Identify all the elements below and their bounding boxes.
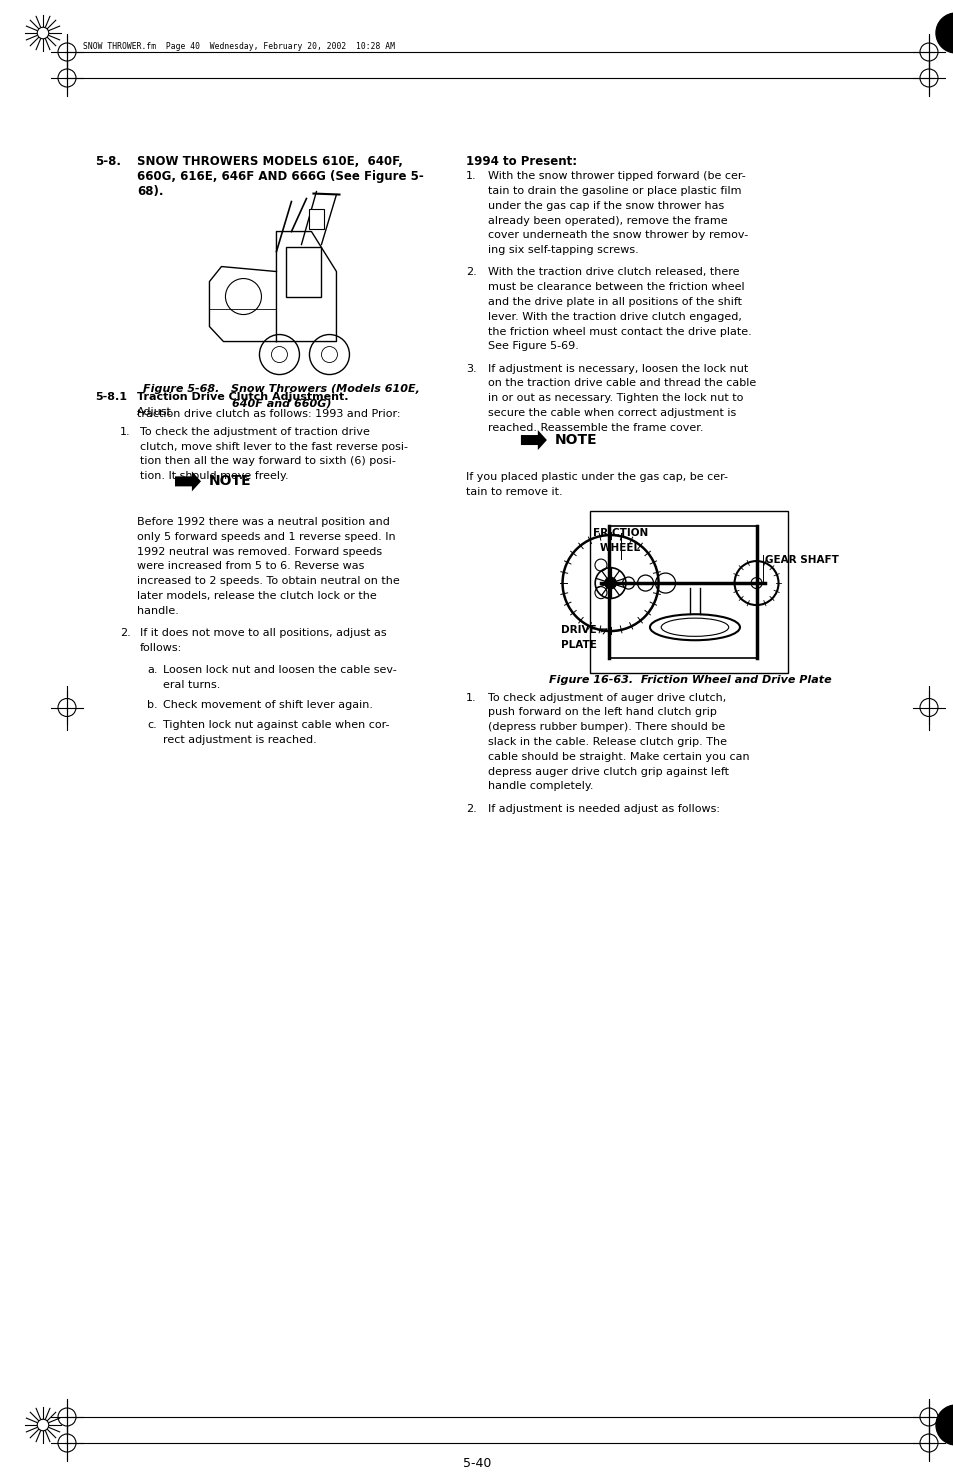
Circle shape xyxy=(37,1419,49,1431)
Text: PLATE: PLATE xyxy=(560,640,596,650)
Text: 68).: 68). xyxy=(137,184,163,198)
Text: WHEEL: WHEEL xyxy=(599,543,640,553)
Text: SNOW THROWERS MODELS 610E,  640F,: SNOW THROWERS MODELS 610E, 640F, xyxy=(137,155,402,168)
Text: Tighten lock nut against cable when cor-: Tighten lock nut against cable when cor- xyxy=(163,720,389,730)
Text: 2.: 2. xyxy=(465,267,476,277)
Text: 1994 to Present:: 1994 to Present: xyxy=(465,155,577,168)
Text: later models, release the clutch lock or the: later models, release the clutch lock or… xyxy=(137,591,376,600)
Text: With the snow thrower tipped forward (be cer-: With the snow thrower tipped forward (be… xyxy=(487,171,745,181)
Text: b.: b. xyxy=(147,699,157,709)
Text: SNOW THROWER.fm  Page 40  Wednesday, February 20, 2002  10:28 AM: SNOW THROWER.fm Page 40 Wednesday, Febru… xyxy=(83,43,395,52)
Text: NOTE: NOTE xyxy=(209,475,252,488)
Polygon shape xyxy=(520,431,546,450)
Text: cover underneath the snow thrower by remov-: cover underneath the snow thrower by rem… xyxy=(487,230,747,240)
Text: 1992 neutral was removed. Forward speeds: 1992 neutral was removed. Forward speeds xyxy=(137,547,382,556)
Text: only 5 forward speeds and 1 reverse speed. In: only 5 forward speeds and 1 reverse spee… xyxy=(137,532,395,541)
Text: c.: c. xyxy=(147,720,156,730)
Circle shape xyxy=(935,13,953,53)
Circle shape xyxy=(604,577,616,589)
Text: To check adjustment of auger drive clutch,: To check adjustment of auger drive clutc… xyxy=(487,693,725,702)
Text: already been operated), remove the frame: already been operated), remove the frame xyxy=(487,215,727,226)
Text: 2.: 2. xyxy=(465,804,476,814)
Text: on the traction drive cable and thread the cable: on the traction drive cable and thread t… xyxy=(487,379,756,388)
Text: tain to remove it.: tain to remove it. xyxy=(465,487,562,497)
Text: Loosen lock nut and loosen the cable sev-: Loosen lock nut and loosen the cable sev… xyxy=(163,665,396,676)
Text: If it does not move to all positions, adjust as: If it does not move to all positions, ad… xyxy=(140,628,386,639)
Text: NOTE: NOTE xyxy=(555,434,597,447)
Text: under the gas cap if the snow thrower has: under the gas cap if the snow thrower ha… xyxy=(487,201,723,211)
Text: 1.: 1. xyxy=(120,426,131,437)
Text: clutch, move shift lever to the fast reverse posi-: clutch, move shift lever to the fast rev… xyxy=(140,441,408,451)
Text: 5-8.1: 5-8.1 xyxy=(95,392,127,403)
FancyBboxPatch shape xyxy=(309,208,324,229)
Text: handle.: handle. xyxy=(137,606,179,617)
Text: FRICTION: FRICTION xyxy=(593,528,647,538)
Polygon shape xyxy=(174,472,201,491)
Text: tion. It should move freely.: tion. It should move freely. xyxy=(140,471,289,481)
Text: ing six self-tapping screws.: ing six self-tapping screws. xyxy=(487,245,638,255)
Text: 660G, 616E, 646F AND 666G (See Figure 5-: 660G, 616E, 646F AND 666G (See Figure 5- xyxy=(137,170,423,183)
Text: Before 1992 there was a neutral position and: Before 1992 there was a neutral position… xyxy=(137,518,390,527)
Text: in or out as necessary. Tighten the lock nut to: in or out as necessary. Tighten the lock… xyxy=(487,394,742,403)
Text: increased to 2 speeds. To obtain neutral on the: increased to 2 speeds. To obtain neutral… xyxy=(137,577,399,586)
Text: handle completely.: handle completely. xyxy=(487,782,593,791)
Text: eral turns.: eral turns. xyxy=(163,680,220,690)
Text: the friction wheel must contact the drive plate.: the friction wheel must contact the driv… xyxy=(487,326,751,336)
Text: 1.: 1. xyxy=(465,171,476,181)
Text: push forward on the left hand clutch grip: push forward on the left hand clutch gri… xyxy=(487,708,716,717)
Text: secure the cable when correct adjustment is: secure the cable when correct adjustment… xyxy=(487,409,736,417)
Circle shape xyxy=(935,1406,953,1446)
Text: 3.: 3. xyxy=(465,364,476,373)
Text: Figure 5-68.   Snow Throwers (Models 610E,: Figure 5-68. Snow Throwers (Models 610E, xyxy=(143,384,419,394)
Text: 640F and 660G): 640F and 660G) xyxy=(232,398,331,409)
Text: Adjust: Adjust xyxy=(137,407,172,417)
Text: were increased from 5 to 6. Reverse was: were increased from 5 to 6. Reverse was xyxy=(137,562,364,571)
Text: With the traction drive clutch released, there: With the traction drive clutch released,… xyxy=(487,267,739,277)
Text: tain to drain the gasoline or place plastic film: tain to drain the gasoline or place plas… xyxy=(487,186,740,196)
Text: 5-8.: 5-8. xyxy=(95,155,121,168)
Text: Traction Drive Clutch Adjustment.: Traction Drive Clutch Adjustment. xyxy=(137,392,348,403)
Text: If adjustment is needed adjust as follows:: If adjustment is needed adjust as follow… xyxy=(487,804,720,814)
Text: lever. With the traction drive clutch engaged,: lever. With the traction drive clutch en… xyxy=(487,311,741,322)
Circle shape xyxy=(37,27,49,38)
FancyBboxPatch shape xyxy=(286,246,321,296)
Text: See Figure 5-69.: See Figure 5-69. xyxy=(487,342,578,351)
Text: depress auger drive clutch grip against left: depress auger drive clutch grip against … xyxy=(487,767,728,776)
Text: DRIVE: DRIVE xyxy=(560,625,596,636)
Text: 5-40: 5-40 xyxy=(462,1457,491,1471)
Text: traction drive clutch as follows: 1993 and Prior:: traction drive clutch as follows: 1993 a… xyxy=(137,409,400,419)
Text: 1.: 1. xyxy=(465,693,476,702)
Text: If adjustment is necessary, loosen the lock nut: If adjustment is necessary, loosen the l… xyxy=(487,364,747,373)
Text: Check movement of shift lever again.: Check movement of shift lever again. xyxy=(163,699,373,709)
Text: 2.: 2. xyxy=(120,628,131,639)
Text: To check the adjustment of traction drive: To check the adjustment of traction driv… xyxy=(140,426,370,437)
Text: a.: a. xyxy=(147,665,157,676)
Text: (depress rubber bumper). There should be: (depress rubber bumper). There should be xyxy=(487,723,724,732)
Circle shape xyxy=(750,578,761,589)
Text: follows:: follows: xyxy=(140,643,182,653)
Text: reached. Reassemble the frame cover.: reached. Reassemble the frame cover. xyxy=(487,423,702,432)
Text: Figure 16-63.  Friction Wheel and Drive Plate: Figure 16-63. Friction Wheel and Drive P… xyxy=(548,674,830,684)
Text: tion then all the way forward to sixth (6) posi-: tion then all the way forward to sixth (… xyxy=(140,456,395,466)
Text: slack in the cable. Release clutch grip. The: slack in the cable. Release clutch grip.… xyxy=(487,738,726,746)
Text: rect adjustment is reached.: rect adjustment is reached. xyxy=(163,735,316,745)
Text: GEAR SHAFT: GEAR SHAFT xyxy=(763,555,838,565)
Text: and the drive plate in all positions of the shift: and the drive plate in all positions of … xyxy=(487,296,741,307)
Text: must be clearance between the friction wheel: must be clearance between the friction w… xyxy=(487,282,743,292)
Text: cable should be straight. Make certain you can: cable should be straight. Make certain y… xyxy=(487,752,749,761)
Text: If you placed plastic under the gas cap, be cer-: If you placed plastic under the gas cap,… xyxy=(465,472,727,482)
